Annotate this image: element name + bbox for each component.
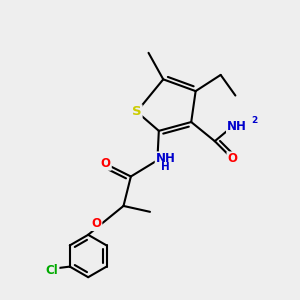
Text: O: O [227,152,237,165]
Text: NH: NH [227,120,247,133]
Text: Cl: Cl [46,264,58,277]
Text: O: O [101,157,111,170]
Text: 2: 2 [252,116,258,125]
Text: S: S [132,105,142,118]
Text: NH: NH [156,152,176,165]
Text: H: H [161,162,170,172]
Text: O: O [92,217,101,230]
